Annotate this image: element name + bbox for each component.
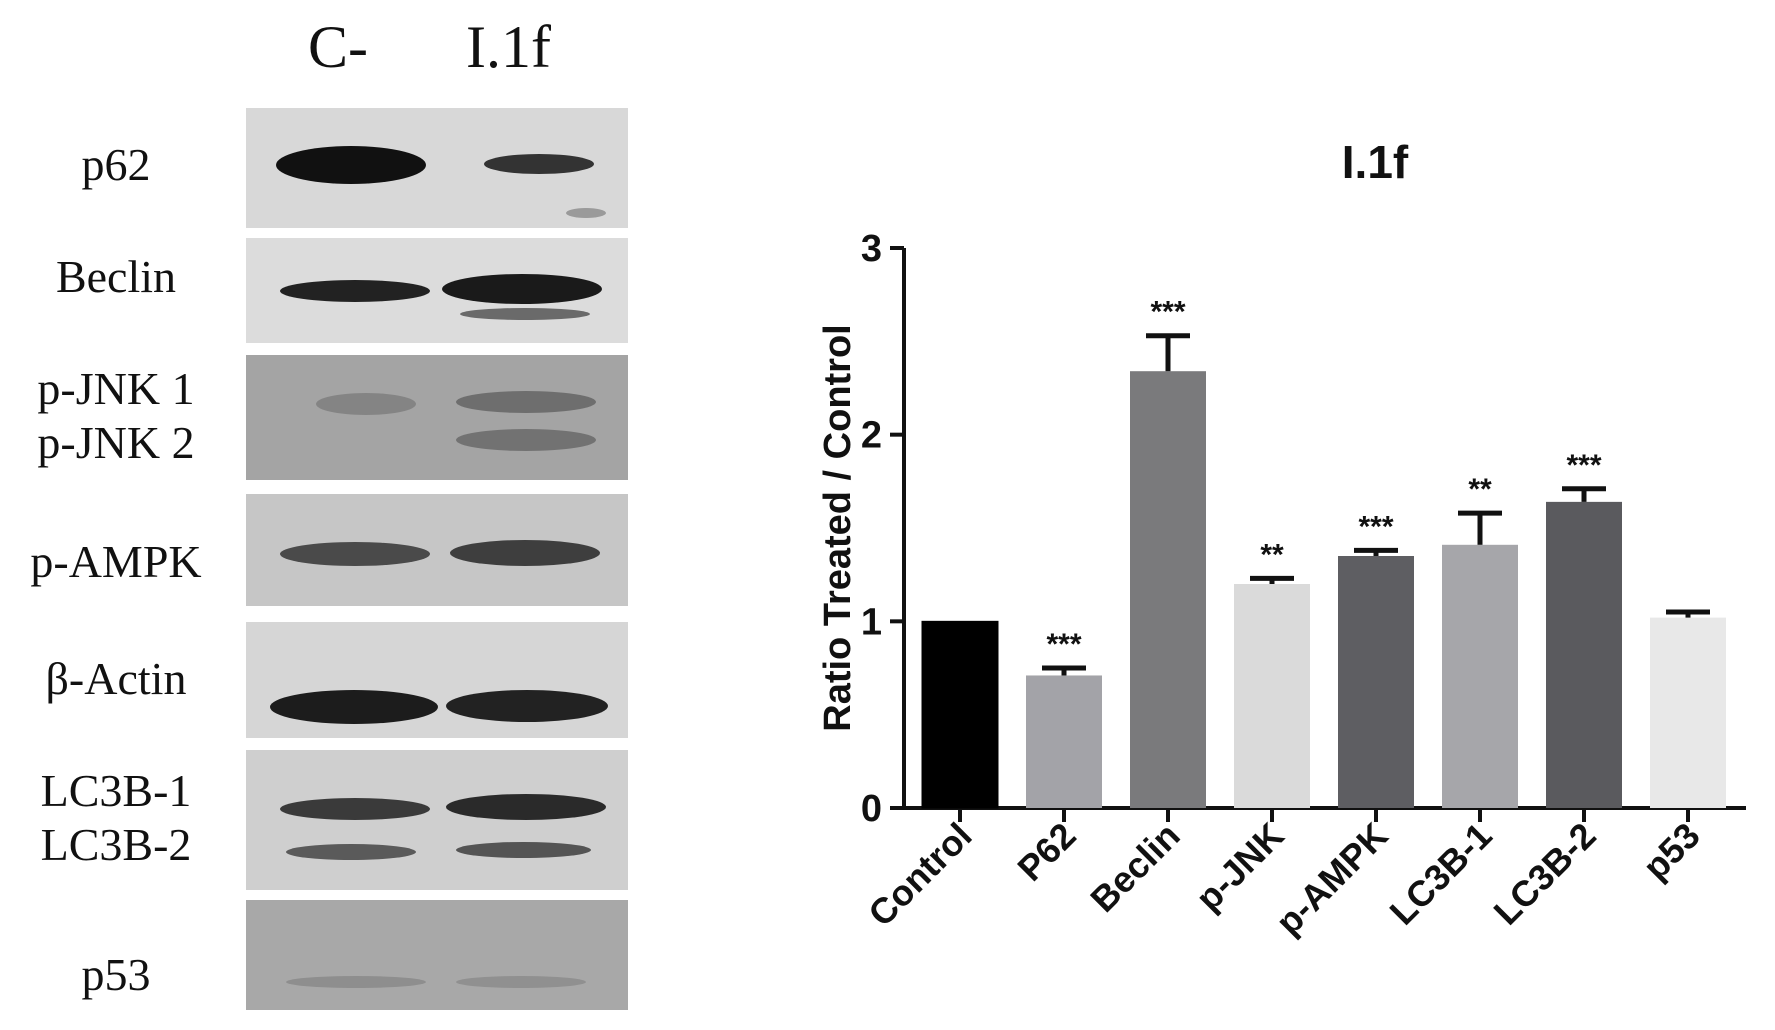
blot-row-label-pampk: p-AMPK (30, 536, 202, 587)
bar-lc3b-1 (1442, 544, 1518, 808)
category-label: LC3B-1 (1382, 815, 1500, 933)
blot-strip-pampk (246, 494, 628, 606)
category-label: LC3B-2 (1486, 815, 1604, 933)
bar-p-ampk (1338, 556, 1414, 808)
bar-p62 (1026, 675, 1102, 808)
bars (921, 333, 1726, 809)
y-tick-label: 0 (861, 788, 882, 830)
blot-strip-p53 (246, 900, 628, 1010)
blot-row-label-p53: p53 (81, 949, 151, 1000)
blot-row-label-pjnk1: p-JNK 1 (37, 363, 195, 414)
y-tick-label: 1 (861, 601, 882, 643)
significance-label: ** (1468, 473, 1492, 506)
bar-p-jnk (1234, 584, 1310, 808)
blot-row-label-beclin: Beclin (55, 251, 177, 302)
bar-lc3b-2 (1546, 501, 1622, 808)
significance-label: ** (1260, 538, 1284, 571)
category-label: P62 (1009, 815, 1083, 889)
blot-strip-lc3b (246, 750, 628, 890)
category-label: p-AMPK (1268, 815, 1396, 943)
blot-strip-beclin (246, 238, 628, 343)
significance-label: *** (1358, 510, 1393, 543)
significance-label: *** (1566, 449, 1601, 482)
bar-chart-panel: I.1f Ratio Treated / Control 0 1 2 3 Control… (700, 0, 1775, 1030)
category-label: Beclin (1082, 815, 1187, 920)
bar-chart: I.1f Ratio Treated / Control 0 1 2 3 Control… (817, 136, 1746, 943)
chart-title: I.1f (1342, 136, 1409, 188)
blot-row-label-p62: p62 (81, 139, 151, 190)
western-blot-panel: C- I.1f p62 Beclin p-JNK 1 p-JNK 2 p-AMP… (0, 0, 700, 1030)
blot-strip-beta-actin (246, 622, 628, 738)
lane-label-treated: I.1f (466, 14, 551, 80)
y-tick-label: 3 (861, 228, 882, 270)
lane-label-control: C- (308, 14, 368, 80)
bar-control (921, 620, 999, 809)
y-axis-label: Ratio Treated / Control (817, 324, 859, 731)
category-label: Control (860, 815, 979, 934)
bar-p53 (1650, 617, 1726, 808)
blot-strip-pjnk (246, 355, 628, 480)
blot-row-label-lc3b2: LC3B-2 (40, 819, 192, 870)
bar-beclin (1130, 371, 1206, 808)
blot-row-label-pjnk: p-JNK 1 p-JNK 2 (0, 362, 232, 470)
category-label: p-JNK (1188, 815, 1292, 919)
significance-label: *** (1150, 296, 1185, 329)
blot-strip-p62 (246, 108, 628, 228)
significance-label: *** (1046, 628, 1081, 661)
y-tick-label: 2 (861, 415, 882, 457)
blot-row-label-beta-actin: β-Actin (45, 653, 187, 704)
blot-row-label-pjnk2: p-JNK 2 (37, 417, 195, 468)
blot-row-label-lc3b1: LC3B-1 (40, 765, 192, 816)
category-label: p53 (1635, 815, 1708, 888)
blot-row-label-lc3b: LC3B-1 LC3B-2 (0, 764, 232, 872)
